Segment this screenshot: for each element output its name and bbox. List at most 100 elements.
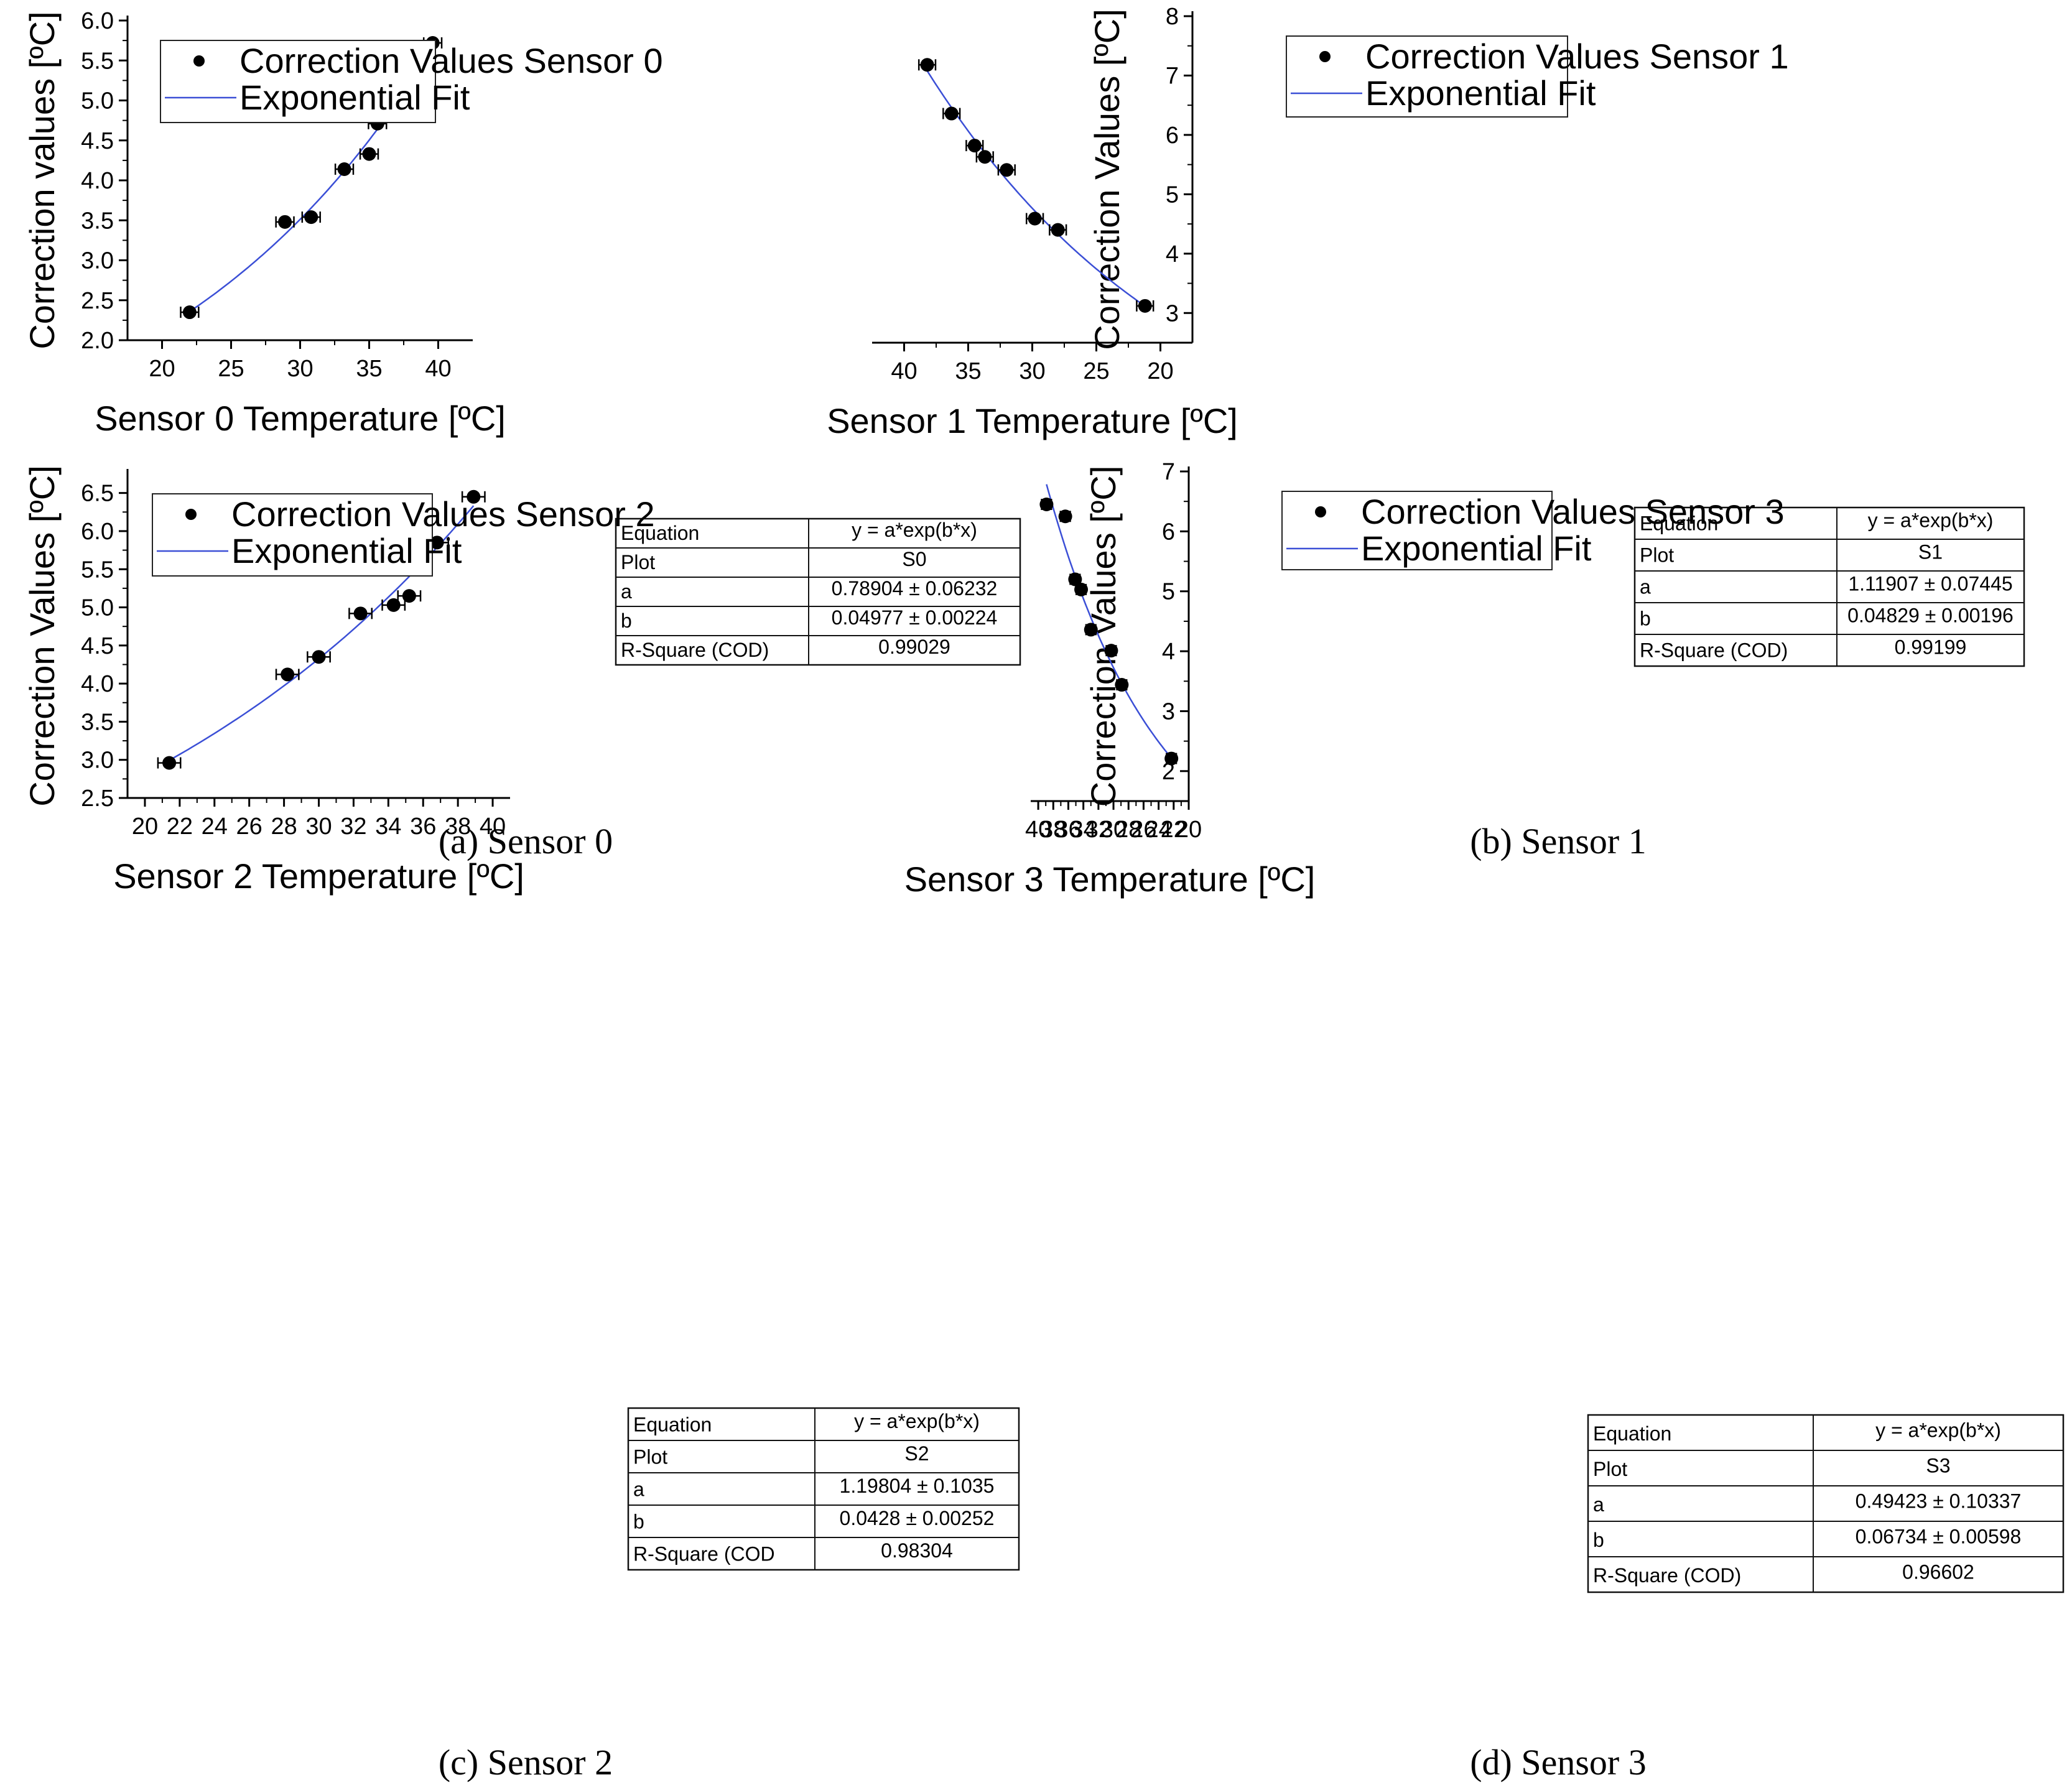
- y-tick-label: 5: [1166, 182, 1179, 208]
- table-cell-value: y = a*exp(b*x): [852, 519, 977, 541]
- x-tick-label: 32: [1085, 817, 1112, 843]
- panel-caption: (c) Sensor 2: [439, 1742, 613, 1783]
- table-cell-label: Plot: [621, 551, 655, 573]
- panel-caption: (a) Sensor 0: [439, 821, 613, 861]
- panel-caption: (b) Sensor 1: [1470, 821, 1647, 861]
- data-point: [1068, 572, 1082, 586]
- legend-box: [152, 493, 433, 577]
- x-tick-label: 20: [1176, 817, 1202, 843]
- x-tick-label: 34: [375, 814, 401, 840]
- y-axis-title: Correction values [ºC]: [22, 11, 62, 349]
- x-tick-label: 40: [1025, 817, 1051, 843]
- y-tick-label: 4.5: [81, 128, 114, 154]
- data-point: [304, 210, 318, 225]
- data-point: [1164, 751, 1179, 766]
- y-tick-label: 4: [1162, 639, 1175, 665]
- y-tick-label: 5.5: [81, 557, 114, 583]
- chart-sensor-2: 20 22 24 26 28 30 32 34 36 38 40 2.5 3.0 3.5 4.0 4.5 5.0…: [22, 465, 1020, 1783]
- table-cell-label: Equation: [1593, 1422, 1671, 1445]
- x-tick-label: 34: [1071, 817, 1097, 843]
- x-tick-label: 40: [891, 358, 917, 384]
- table-cell-value: 1.19804 ± 0.1035: [840, 1475, 995, 1497]
- data-point: [920, 58, 934, 72]
- y-axis-title: Correction Values [ºC]: [1087, 9, 1127, 350]
- table-cell-value: 0.99199: [1895, 636, 1967, 659]
- table-cell-label: a: [1593, 1493, 1604, 1516]
- y-tick-label: 5: [1162, 579, 1175, 605]
- y-tick-label: 4: [1166, 241, 1179, 267]
- data-point: [182, 305, 197, 320]
- table-cell-value: S0: [902, 548, 926, 570]
- table-cell-label: Equation: [633, 1413, 712, 1435]
- table-cell-value: 0.04977 ± 0.00224: [832, 606, 998, 629]
- y-tick-label: 4.5: [81, 633, 114, 659]
- legend-box: [1281, 491, 1553, 570]
- legend-label-fit: Exponential Fit: [1365, 73, 1596, 113]
- x-tick-label: 22: [167, 814, 193, 840]
- table-cell-label: Equation: [1640, 512, 1718, 535]
- data-point: [353, 606, 368, 621]
- x-tick-label: 28: [1115, 817, 1141, 843]
- panel-sensor-3: 20 22 24 26 28 30 32 34 36 38 40 2 3 4 5 6 7 Sensor 3 Tem…: [904, 459, 2071, 1785]
- data-point: [1104, 644, 1118, 658]
- data-point: [467, 489, 481, 504]
- x-tick-label: 40: [425, 356, 451, 382]
- panel-sensor-0: 20 25 30 35 40 2.0 2.5 3.0 3.5 4.0 4.5 5.0 5.5 6.0 Sen…: [0, 0, 1036, 892]
- data-point: [1039, 498, 1054, 511]
- table-cell-value: S1: [1918, 541, 1943, 563]
- table-cell-label: R-Square (COD): [621, 639, 769, 661]
- table-cell-label: Plot: [633, 1445, 667, 1468]
- x-tick-label: 30: [1019, 358, 1045, 384]
- table-cell-label: R-Square (COD: [633, 1542, 775, 1565]
- table-cell-label: b: [1593, 1529, 1604, 1551]
- table-cell-label: Plot: [1593, 1458, 1627, 1480]
- table-cell-value: 0.0428 ± 0.00252: [840, 1507, 995, 1529]
- x-tick-label: 20: [132, 814, 158, 840]
- x-axis-title: Sensor 0 Temperature [ºC]: [95, 399, 506, 438]
- y-tick-label: 4.0: [81, 671, 114, 697]
- y-tick-label: 6.0: [81, 519, 114, 545]
- table-cell-value: 0.06734 ± 0.00598: [1856, 1525, 2022, 1547]
- y-tick-label: 7: [1166, 63, 1179, 89]
- panel-sensor-2: 20 22 24 26 28 30 32 34 36 38 40 2.5 3.0 3.5 4.0 4.5 5.0…: [0, 465, 1036, 1785]
- data-point: [1074, 582, 1089, 596]
- y-tick-label: 5.5: [81, 48, 114, 74]
- x-tick-label: 26: [236, 814, 262, 840]
- table-cell-value: 0.04829 ± 0.00196: [1847, 605, 2014, 627]
- x-tick-label: 32: [340, 814, 366, 840]
- data-point: [944, 106, 959, 121]
- panel-caption: (d) Sensor 3: [1470, 1742, 1647, 1783]
- data-point: [967, 139, 982, 153]
- x-tick-label: 38: [1040, 817, 1066, 843]
- legend-label-points: Correction Values Sensor 1: [1365, 37, 1789, 76]
- y-tick-label: 2.0: [81, 328, 114, 354]
- table-cell-value: S3: [1926, 1454, 1950, 1477]
- x-tick-label: 25: [218, 356, 244, 382]
- parameter-table: [1633, 506, 2025, 667]
- legend-point-marker: [1315, 506, 1326, 517]
- x-tick-label: 22: [1161, 817, 1187, 843]
- x-tick-label: 36: [1055, 817, 1081, 843]
- x-axis-title: Sensor 2 Temperature [ºC]: [113, 856, 524, 896]
- y-tick-label: 4.0: [81, 168, 114, 194]
- table-cell-value: y = a*exp(b*x): [1868, 509, 1994, 532]
- x-tick-label: 28: [271, 814, 297, 840]
- legend-label-points: Correction Values Sensor 2: [231, 494, 655, 534]
- panel-sensor-1: 20 25 30 35 40 3 4 5 6 7 8 Sensor 1 Temperature [ºC…: [827, 0, 2071, 892]
- table-cell-label: a: [621, 580, 632, 603]
- data-point: [386, 598, 401, 612]
- y-tick-label: 6: [1162, 519, 1175, 545]
- data-point: [1115, 678, 1129, 692]
- y-tick-label: 3.0: [81, 748, 114, 774]
- x-tick-label: 20: [149, 356, 175, 382]
- data-point: [1084, 623, 1098, 637]
- legend-label-fit: Exponential Fit: [239, 78, 470, 117]
- y-tick-label: 5.0: [81, 88, 114, 114]
- table-cell-label: b: [1640, 608, 1651, 630]
- table-cell-value: 0.98304: [881, 1539, 953, 1562]
- y-tick-label: 3.5: [81, 709, 114, 735]
- data-point: [312, 650, 326, 664]
- table-cell-value: 0.96602: [1902, 1560, 1974, 1583]
